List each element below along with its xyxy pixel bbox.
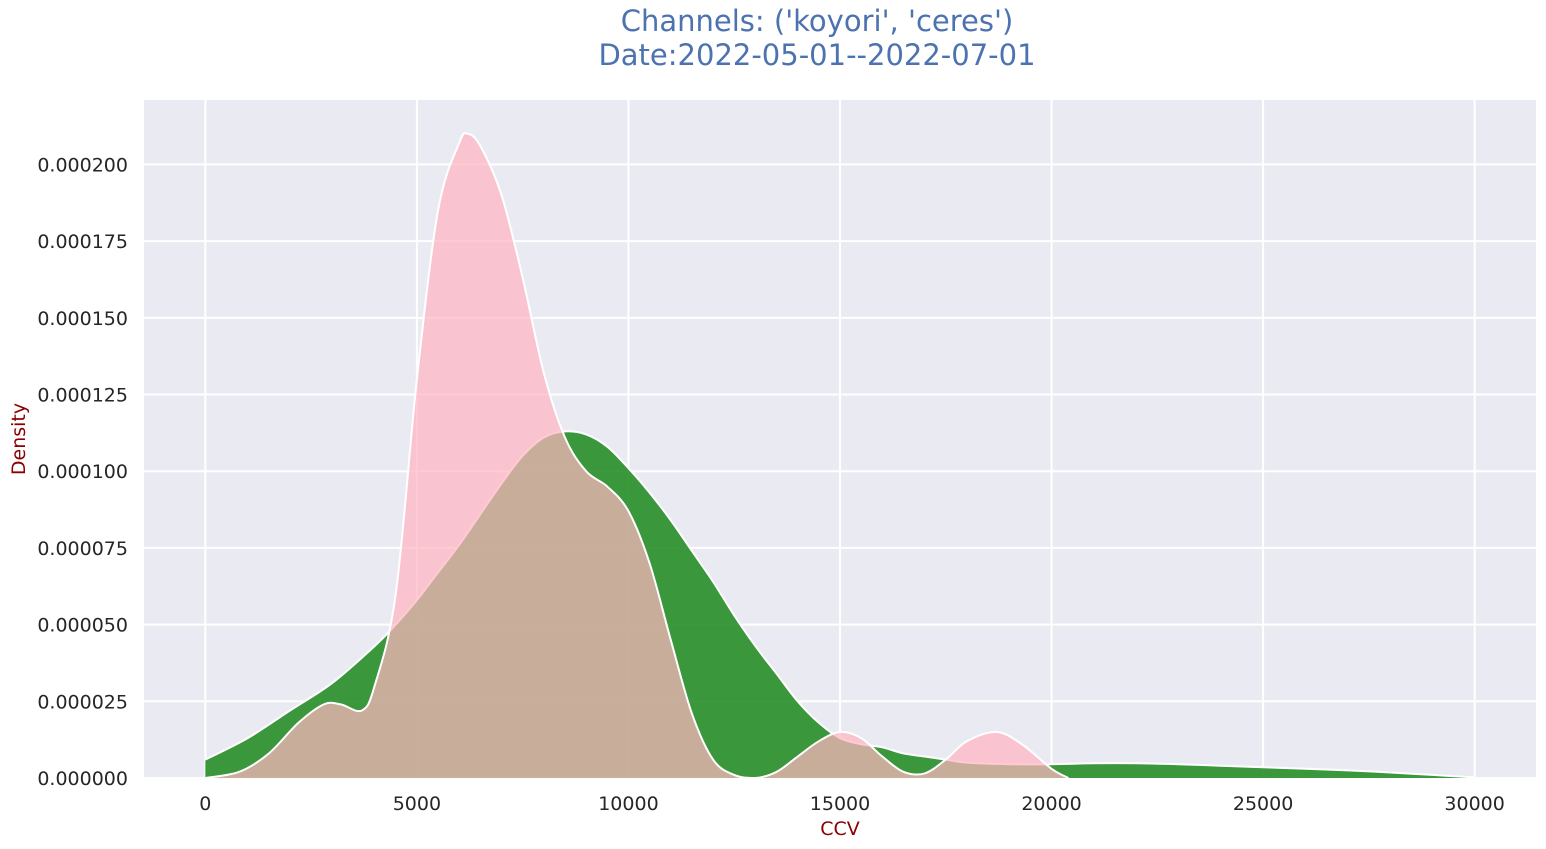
tick-labels: 0 5000 10000 15000 20000 25000 30000 0.000000 0.…	[37, 154, 1505, 815]
y-tick-label: 0.000150	[37, 308, 128, 330]
x-tick-label: 5000	[393, 793, 441, 815]
y-tick-label: 0.000100	[37, 461, 128, 483]
y-tick-label: 0.000050	[37, 615, 128, 637]
y-tick-label: 0.000000	[37, 768, 128, 790]
x-axis-label: CCV	[820, 818, 860, 840]
x-tick-label: 30000	[1444, 793, 1504, 815]
y-tick-label: 0.000075	[37, 538, 128, 560]
x-tick-label: 0	[199, 793, 211, 815]
x-tick-label: 25000	[1233, 793, 1293, 815]
chart-title-line-1: Channels: ('koyori', 'ceres')	[620, 4, 1014, 38]
chart-title-line-2: Date:2022-05-01--2022-07-01	[598, 38, 1036, 72]
series-area-2	[205, 133, 1069, 778]
y-tick-label: 0.000025	[37, 691, 128, 713]
series-line-2	[205, 132, 1069, 780]
y-tick-label: 0.000200	[37, 154, 128, 176]
x-tick-label: 15000	[810, 793, 870, 815]
y-axis-label: Density	[8, 403, 30, 475]
x-tick-label: 20000	[1021, 793, 1081, 815]
chart-title: Channels: ('koyori', 'ceres') Date:2022-…	[0, 4, 1546, 72]
y-tick-label: 0.000125	[37, 385, 128, 407]
y-tick-label: 0.000175	[37, 231, 128, 253]
x-tick-label: 10000	[598, 793, 658, 815]
series-areas	[204, 132, 1475, 780]
